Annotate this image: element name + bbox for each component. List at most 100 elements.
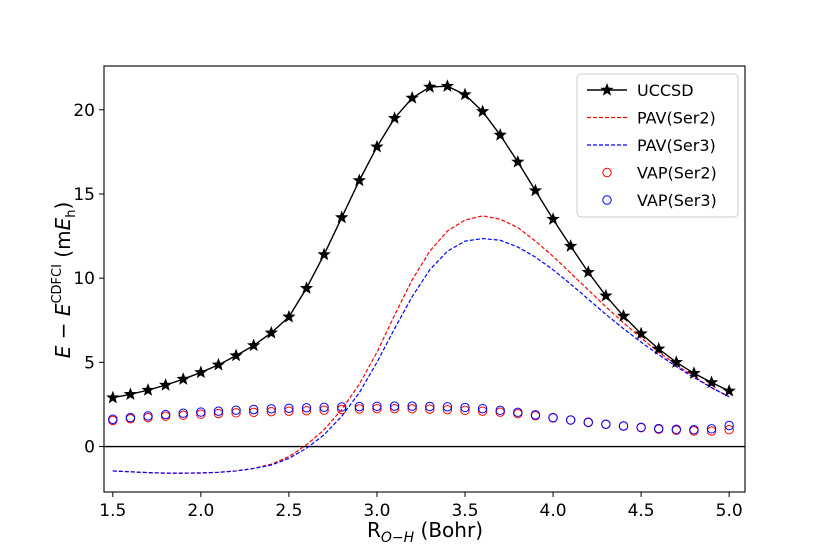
x-axis-label-unit: (Bohr)	[414, 518, 483, 542]
x-axis-label-sub: O−H	[381, 530, 415, 546]
data-point-star	[599, 288, 613, 302]
y-axis-label-unit-e: E	[51, 217, 75, 230]
data-point-circle	[724, 424, 734, 435]
series-line-pav-ser3	[112, 237, 730, 474]
data-point-circle	[178, 410, 188, 420]
data-point-circle	[425, 404, 435, 414]
legend-entry-pav-ser2: PAV(Ser2)	[587, 109, 716, 128]
x-tick-label: 3.5	[451, 501, 478, 521]
y-axis-label-unit-open: (m	[51, 230, 75, 264]
legend-swatch-star	[600, 83, 614, 96]
data-point-star	[141, 383, 155, 396]
data-point-star	[405, 90, 419, 104]
data-point-star	[317, 247, 331, 261]
data-point-circle	[248, 404, 259, 415]
data-point-star	[299, 281, 314, 294]
data-point-circle	[248, 407, 259, 418]
y-axis-label-unit-close: )	[51, 202, 75, 210]
data-point-circle	[231, 408, 241, 418]
data-point-circle	[266, 404, 276, 414]
legend: UCCSD PAV(Ser2) PAV(Ser3) VAP(Ser2) VAP(Ser3…	[576, 73, 739, 218]
legend-swatch-circle	[602, 195, 612, 205]
data-point-circle	[460, 405, 470, 416]
data-point-star	[546, 212, 560, 225]
data-point-circle	[495, 407, 505, 417]
data-point-circle	[319, 402, 329, 413]
data-point-circle	[706, 424, 717, 434]
data-point-circle	[407, 401, 417, 411]
data-point-circle	[389, 403, 400, 414]
data-point-circle	[301, 405, 312, 416]
data-point-star	[211, 357, 226, 371]
data-point-circle	[425, 401, 435, 412]
data-point-circle	[460, 402, 470, 413]
data-point-circle	[389, 401, 400, 411]
y-axis-label-e: E	[51, 345, 75, 358]
data-point-circle	[407, 404, 417, 414]
data-point-star	[106, 390, 120, 404]
data-point-circle	[372, 403, 382, 414]
x-tick-label: 2.0	[187, 501, 214, 521]
series-uccsd	[106, 79, 736, 404]
y-axis-label-e2: E	[51, 303, 75, 316]
legend-label: UCCSD	[637, 81, 694, 100]
data-point-circle	[601, 419, 611, 430]
data-point-circle	[442, 404, 453, 415]
data-point-star	[458, 87, 472, 101]
data-point-star	[387, 111, 402, 124]
data-point-star	[423, 80, 437, 93]
y-tick-label: 0	[84, 438, 95, 458]
x-tick-label: 3.0	[363, 501, 390, 521]
data-point-circle	[178, 408, 188, 418]
data-point-star	[528, 183, 543, 197]
data-point-star	[370, 139, 384, 153]
series-vap-ser2	[108, 403, 734, 436]
data-point-circle	[565, 415, 576, 425]
data-point-star	[352, 173, 366, 187]
y-axis-label-minus: −	[51, 316, 75, 345]
y-tick-label: 5	[84, 353, 95, 373]
data-point-star	[176, 372, 190, 385]
data-point-circle	[231, 405, 241, 415]
data-point-circle	[125, 412, 136, 423]
legend-entry-uccsd: UCCSD	[587, 81, 694, 100]
data-point-circle	[636, 422, 646, 433]
data-point-circle	[548, 412, 558, 423]
data-point-star	[511, 154, 525, 168]
data-point-circle	[583, 417, 593, 428]
data-point-circle	[530, 410, 541, 420]
data-point-circle	[108, 414, 118, 424]
legend-entry-vap-ser3: VAP(Ser3)	[602, 191, 717, 210]
data-point-circle	[301, 403, 312, 413]
legend-box	[576, 73, 739, 218]
data-point-circle	[618, 421, 629, 431]
data-point-star	[722, 383, 736, 397]
series-line-pav-ser2	[112, 215, 730, 474]
series-pav-ser2	[112, 215, 730, 474]
data-point-circle	[671, 424, 682, 435]
x-tick-label: 1.5	[99, 501, 126, 521]
data-point-circle	[213, 408, 224, 419]
data-point-circle	[724, 420, 734, 431]
legend-label: VAP(Ser3)	[637, 191, 717, 210]
data-point-circle	[196, 407, 206, 417]
data-point-star	[440, 79, 455, 92]
legend-swatch-circle	[602, 167, 612, 178]
y-axis-ticks: 0 5 10 15 20	[73, 101, 104, 458]
data-point-star	[634, 326, 648, 340]
series-vap-ser3	[108, 401, 734, 435]
legend-entry-pav-ser3: PAV(Ser3)	[587, 136, 716, 155]
data-point-star	[493, 128, 507, 141]
x-tick-label: 5.0	[716, 501, 743, 521]
data-point-star	[247, 338, 261, 352]
legend-label: PAV(Ser2)	[637, 109, 716, 128]
x-axis-label-r: R	[367, 518, 381, 542]
x-tick-label: 4.5	[628, 501, 655, 521]
data-point-circle	[354, 404, 365, 414]
data-point-circle	[706, 426, 717, 436]
data-point-circle	[354, 401, 365, 412]
plot-frame	[103, 65, 746, 493]
data-point-star	[687, 366, 701, 379]
data-point-star	[282, 309, 296, 323]
